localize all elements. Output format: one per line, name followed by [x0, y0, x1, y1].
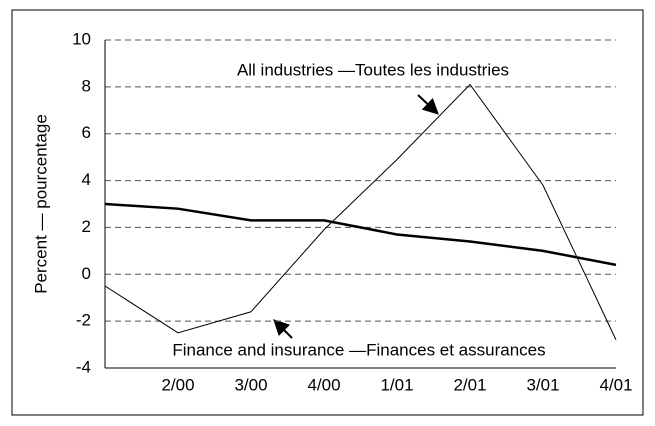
x-tick-label: 4/00 — [307, 375, 340, 394]
frame — [11, 9, 644, 416]
y-tick-label: 2 — [82, 217, 91, 236]
annotation: All industries —Toutes les industries — [237, 60, 509, 79]
y-axis-label: Percent — pourcentage — [31, 114, 50, 294]
x-tick-label: 4/01 — [599, 375, 632, 394]
x-tick-label: 2/00 — [161, 375, 194, 394]
y-tick-label: -2 — [76, 311, 91, 330]
y-tick-label: -4 — [76, 357, 91, 376]
x-tick-label: 3/01 — [526, 375, 559, 394]
line-series — [104, 202, 617, 267]
arrow — [417, 94, 439, 115]
x-tick-label: 3/00 — [234, 375, 267, 394]
y-tick-label: 6 — [82, 123, 91, 142]
y-tick-label: 4 — [82, 170, 91, 189]
annotation: Finance and insurance —Finances et assur… — [172, 340, 545, 359]
y-tick-label: 0 — [82, 264, 91, 283]
y-tick-label: 8 — [82, 76, 91, 95]
line-series — [104, 83, 617, 341]
x-tick-label: 2/01 — [453, 375, 486, 394]
x-tick-label: 1/01 — [380, 375, 413, 394]
arrow — [273, 319, 293, 339]
y-tick-label: 10 — [72, 29, 91, 48]
